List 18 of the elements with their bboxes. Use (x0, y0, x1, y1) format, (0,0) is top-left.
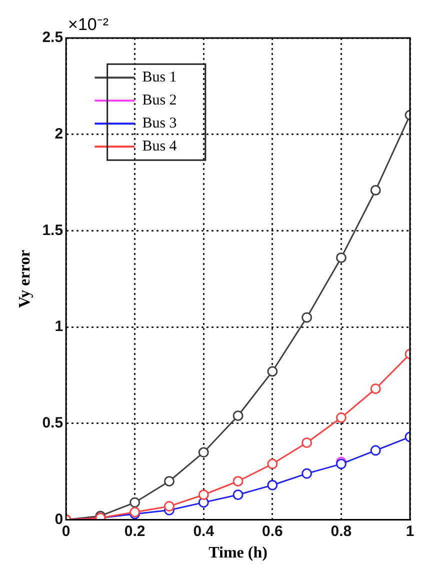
y-tick-label: 0 (54, 510, 64, 528)
y-tick-label: 2 (54, 126, 64, 142)
x-tick-label: 0.6 (262, 522, 283, 540)
legend-label: Bus 3 (142, 116, 177, 132)
text: ×10⁻² (68, 15, 109, 34)
y-tick-label: 1.5 (42, 222, 64, 239)
legend-label: Bus 4 (142, 138, 178, 155)
legend-label: Bus 2 (142, 92, 177, 109)
x-tick-label: 0.2 (124, 522, 146, 540)
y-tick-label: 0.5 (42, 414, 64, 432)
x-axis-title: Time (h) (208, 544, 268, 562)
x-tick-label: 0.4 (193, 522, 215, 540)
legend-label: Bus 1 (142, 70, 177, 86)
x-tick-label: 1 (406, 522, 414, 540)
y-tick-label: 1 (54, 318, 64, 336)
y-tick-label: 2.5 (42, 29, 64, 46)
x-tick-label: 0.8 (330, 522, 352, 540)
y-axis-title: Vy error (16, 250, 34, 308)
